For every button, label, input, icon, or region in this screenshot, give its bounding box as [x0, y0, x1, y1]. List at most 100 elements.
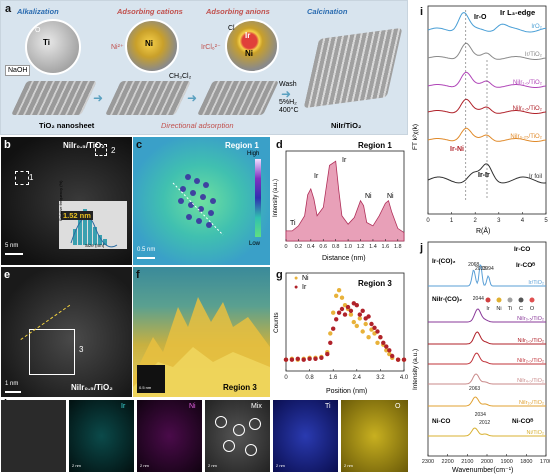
y-axis-label: Intensity (a.u.) — [273, 178, 279, 217]
x-tick-label: 4.0 — [400, 375, 408, 381]
data-point-ir — [390, 353, 395, 359]
tio2-slab — [11, 81, 97, 115]
y-axis-label: FT k²χ(k) — [412, 123, 419, 150]
scale-label: 2 nm — [140, 463, 149, 468]
series-label: NiIr₀.₂₅/TiO₂ — [510, 134, 542, 140]
scale-bar — [5, 391, 21, 393]
inset-image — [137, 365, 165, 393]
y-axis-label: Intensity (a.u.) — [412, 348, 419, 390]
arrow-icon: ➜ — [187, 91, 198, 105]
scale-label: 0.5 nm — [139, 385, 152, 390]
panel-j: j Ir/TiO₂ NiIr₀.₅/TiO₂ NiIr₁.₀/TiO₂ NiIr₂.₀… — [410, 240, 550, 475]
x-tick-label: 2300 — [422, 459, 434, 465]
data-point-ni — [328, 331, 333, 336]
peak-label: Ir — [342, 157, 347, 164]
x-tick-label: 0.8 — [305, 375, 314, 381]
map-label: Ni — [189, 403, 196, 410]
x-axis-label: Position (nm) — [326, 388, 368, 395]
x-axis-label: R(Å) — [476, 228, 491, 235]
colorbar — [255, 159, 261, 237]
series-line — [428, 308, 546, 323]
series-label: NiIr₄.₀/TiO₂ — [517, 378, 544, 384]
legend-label: Ni — [302, 275, 309, 282]
solvent-label: CH₃Cl₂ — [169, 73, 192, 80]
band-label: 2034 — [475, 412, 486, 418]
colorbar-high: High — [247, 151, 260, 157]
data-point-ir — [366, 314, 371, 319]
data-point-ni — [366, 335, 371, 340]
series-label: NiIr₁.₀/TiO₂ — [513, 80, 543, 86]
panel-label: g — [276, 269, 283, 281]
panel-b: b NiIr₀.₅/TiO₂ 1 2 1.52 nm Relative freq… — [1, 137, 132, 265]
ni-ion-label: Ni²⁺ — [111, 44, 124, 51]
data-point-ir — [357, 312, 362, 317]
x-tick-label: 1.6 — [382, 244, 390, 250]
x-tick-label: 5 — [544, 218, 548, 224]
x-tick-label: 1.8 — [394, 244, 402, 250]
scale-label: 0.5 nm — [137, 247, 156, 253]
y-axis-label: Counts — [273, 312, 280, 333]
data-point-ir — [336, 310, 342, 315]
data-point-ni — [375, 340, 380, 345]
step-label: Alkalization — [17, 7, 59, 16]
series-label: IrO₂ — [531, 24, 542, 30]
size-histogram: 1.52 nm Relative frequency (%) Size (nm) — [58, 181, 127, 249]
ircl-ion-label: IrCl₆²⁻ — [201, 44, 221, 51]
haadf-map — [1, 400, 66, 472]
plot-frame — [427, 5, 547, 215]
legend-label: Ni — [496, 306, 501, 312]
x-tick-label: 1.4 — [369, 244, 377, 250]
panel-title: Region 1 — [358, 141, 392, 150]
x-tick-label: 0.4 — [307, 244, 315, 250]
series-line — [428, 331, 546, 345]
scale-bar — [5, 253, 23, 255]
map-label: Ti — [325, 403, 331, 410]
data-point-ni — [357, 316, 362, 321]
product-slab — [303, 27, 403, 109]
series-label: Ir foil — [529, 174, 542, 180]
peak-label: Ir-Ir — [478, 172, 490, 179]
x-tick-label: 3.2 — [376, 375, 385, 381]
atom-label: O — [35, 27, 41, 34]
x-tick-label: 0 — [284, 375, 288, 381]
ir-map: Ir 2 nm — [69, 400, 134, 472]
x-tick-label: 0 — [426, 218, 430, 224]
irni-slab — [197, 81, 279, 115]
drifts-chart: Ir/TiO₂ NiIr₀.₅/TiO₂ NiIr₁.₀/TiO₂ NiIr₂.₀/T… — [422, 241, 550, 465]
series-line — [427, 12, 547, 33]
annotation: Ni-COᴮ — [512, 418, 534, 425]
panel-f: f Region 3 0.5 nm — [133, 267, 270, 397]
peak-label: Ir-Ni — [450, 146, 464, 153]
panel-label: e — [4, 269, 11, 281]
ni-zoom-circle — [125, 19, 179, 73]
legend-label: O — [530, 306, 535, 312]
x-tick-label: 1900 — [501, 459, 513, 465]
adsorption-label: Directional adsorption — [161, 121, 234, 130]
region-box — [29, 329, 75, 375]
legend-marker — [496, 297, 502, 303]
arrow-icon: ➜ — [93, 91, 104, 105]
ni-slab — [105, 81, 191, 115]
panel-i: i Ir L₃-edge IrO₂ Ir/TiO₂ NiIr₁.₀/TiO₂ NiIr… — [410, 0, 550, 238]
data-point-ir — [307, 356, 312, 361]
data-point-ir — [372, 325, 377, 330]
data-point-ni — [336, 288, 342, 293]
data-point-ir — [283, 357, 289, 362]
x-tick-label: 1800 — [520, 459, 532, 465]
scale-label: 2 nm — [344, 463, 353, 468]
x-axis-label: Distance (nm) — [322, 255, 366, 262]
legend-label: Ti — [508, 306, 512, 312]
series-label: NiIr₁.₀/TiO₂ — [517, 338, 544, 344]
x-tick-label: 0 — [284, 244, 287, 250]
substrate-label: TiO₂ nanosheet — [39, 121, 95, 130]
panel-label: i — [420, 6, 424, 18]
x-axis-label: Wavenumber(cm⁻¹) — [452, 467, 514, 474]
legend-label: Ir — [486, 306, 490, 312]
ti-zoom-circle — [25, 19, 81, 75]
data-point-ir — [384, 344, 389, 349]
atom-label: Ti — [43, 38, 50, 47]
region-box — [15, 171, 29, 185]
series-line — [427, 127, 547, 142]
series-label: Ir/TiO₂ — [525, 52, 543, 58]
band-label: 2033 — [475, 266, 486, 272]
